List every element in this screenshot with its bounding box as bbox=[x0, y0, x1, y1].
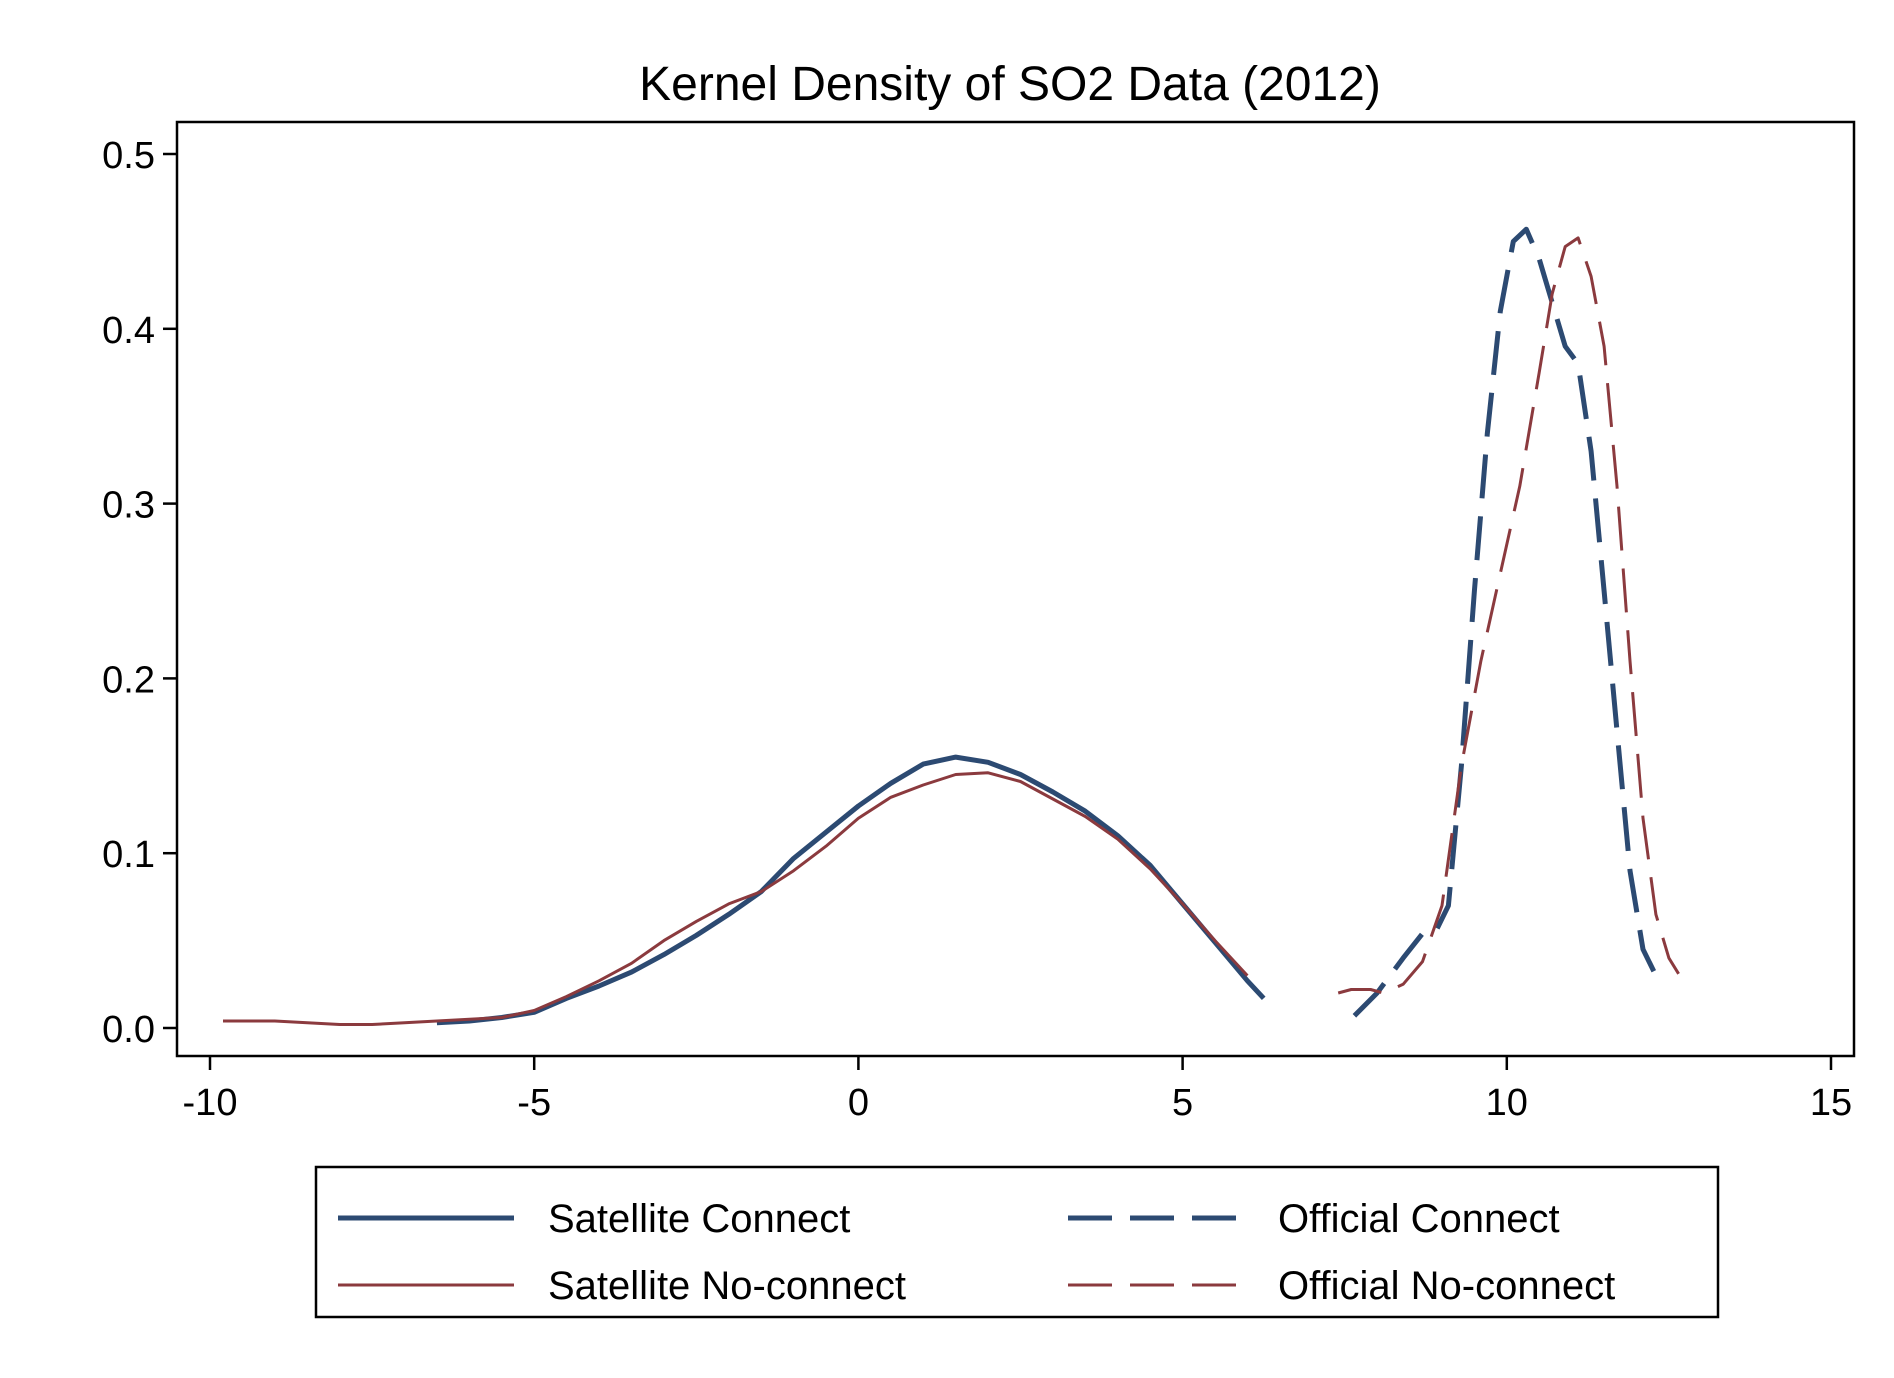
y-axis: 0.0 0.1 0.2 0.3 0.4 0.5 bbox=[102, 135, 177, 1051]
plot-frame bbox=[175, 120, 1856, 1058]
y-tick-label: 0.0 bbox=[102, 1009, 155, 1051]
y-tick-label: 0.1 bbox=[102, 834, 155, 876]
legend-box bbox=[314, 1165, 1720, 1319]
x-tick-label: 15 bbox=[1810, 1082, 1852, 1124]
x-axis: -10 -5 0 5 10 15 bbox=[183, 1056, 1852, 1124]
y-tick-label: 0.3 bbox=[102, 485, 155, 527]
series-line-satellite-no-connect bbox=[223, 771, 1249, 1026]
chart-title: Kernel Density of SO2 Data (2012) bbox=[639, 58, 1381, 111]
y-tick-label: 0.4 bbox=[102, 310, 155, 352]
legend-label-official-connect: Official Connect bbox=[1278, 1197, 1560, 1241]
series-line-official-no-connect bbox=[1337, 236, 1680, 995]
legend-label-satellite-no-connect: Satellite No-connect bbox=[548, 1264, 906, 1308]
series-layer bbox=[223, 226, 1680, 1026]
x-tick-label: 0 bbox=[848, 1082, 869, 1124]
series-line-official-connect bbox=[1352, 226, 1659, 1018]
legend-label-official-no-connect: Official No-connect bbox=[1278, 1264, 1615, 1308]
x-tick-label: 5 bbox=[1172, 1082, 1193, 1124]
legend: Satellite Connect Satellite No-connect Off… bbox=[338, 1197, 1615, 1308]
legend-label-satellite-connect: Satellite Connect bbox=[548, 1197, 850, 1241]
x-tick-label: 10 bbox=[1486, 1082, 1528, 1124]
y-tick-label: 0.5 bbox=[102, 135, 155, 177]
y-tick-label: 0.2 bbox=[102, 659, 155, 701]
x-tick-label: -5 bbox=[517, 1082, 551, 1124]
x-tick-label: -10 bbox=[183, 1082, 238, 1124]
series-line-satellite-connect bbox=[436, 754, 1266, 1026]
